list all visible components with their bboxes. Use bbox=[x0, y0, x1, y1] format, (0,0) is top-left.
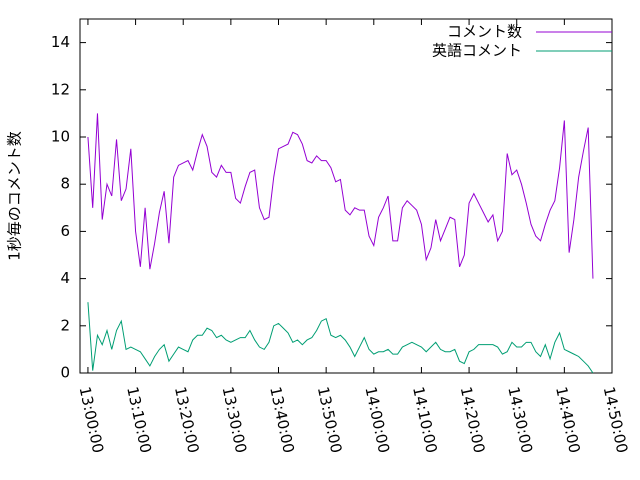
x-tick-label: 13:10:00 bbox=[123, 385, 155, 455]
y-tick-label: 4 bbox=[60, 269, 70, 287]
x-tick-label: 13:30:00 bbox=[219, 385, 251, 455]
x-tick-label: 14:10:00 bbox=[409, 385, 441, 455]
y-axis-label: 1秒毎のコメント数 bbox=[6, 131, 24, 261]
x-tick-label: 13:00:00 bbox=[76, 385, 108, 455]
x-tick-label: 13:40:00 bbox=[266, 385, 298, 455]
y-tick-label: 14 bbox=[51, 33, 70, 51]
x-tick-label: 13:20:00 bbox=[171, 385, 203, 455]
y-tick-label: 12 bbox=[51, 80, 70, 98]
y-tick-label: 10 bbox=[51, 128, 70, 146]
x-tick-label: 14:30:00 bbox=[504, 385, 536, 455]
x-tick-label: 13:50:00 bbox=[314, 385, 346, 455]
x-tick-label: 14:50:00 bbox=[600, 385, 632, 455]
series-line bbox=[87, 302, 594, 374]
y-tick-label: 2 bbox=[60, 316, 70, 334]
x-tick-label: 14:20:00 bbox=[457, 385, 489, 455]
plot-frame bbox=[79, 18, 613, 374]
y-tick-label: 0 bbox=[60, 364, 70, 382]
legend-label: 英語コメント bbox=[432, 42, 522, 60]
x-tick-label: 14:40:00 bbox=[552, 385, 584, 455]
y-tick-label: 8 bbox=[60, 175, 70, 193]
x-tick-label: 14:00:00 bbox=[361, 385, 393, 455]
legend-label: コメント数 bbox=[447, 23, 522, 41]
y-tick-label: 6 bbox=[60, 222, 70, 240]
series-line bbox=[87, 113, 594, 279]
